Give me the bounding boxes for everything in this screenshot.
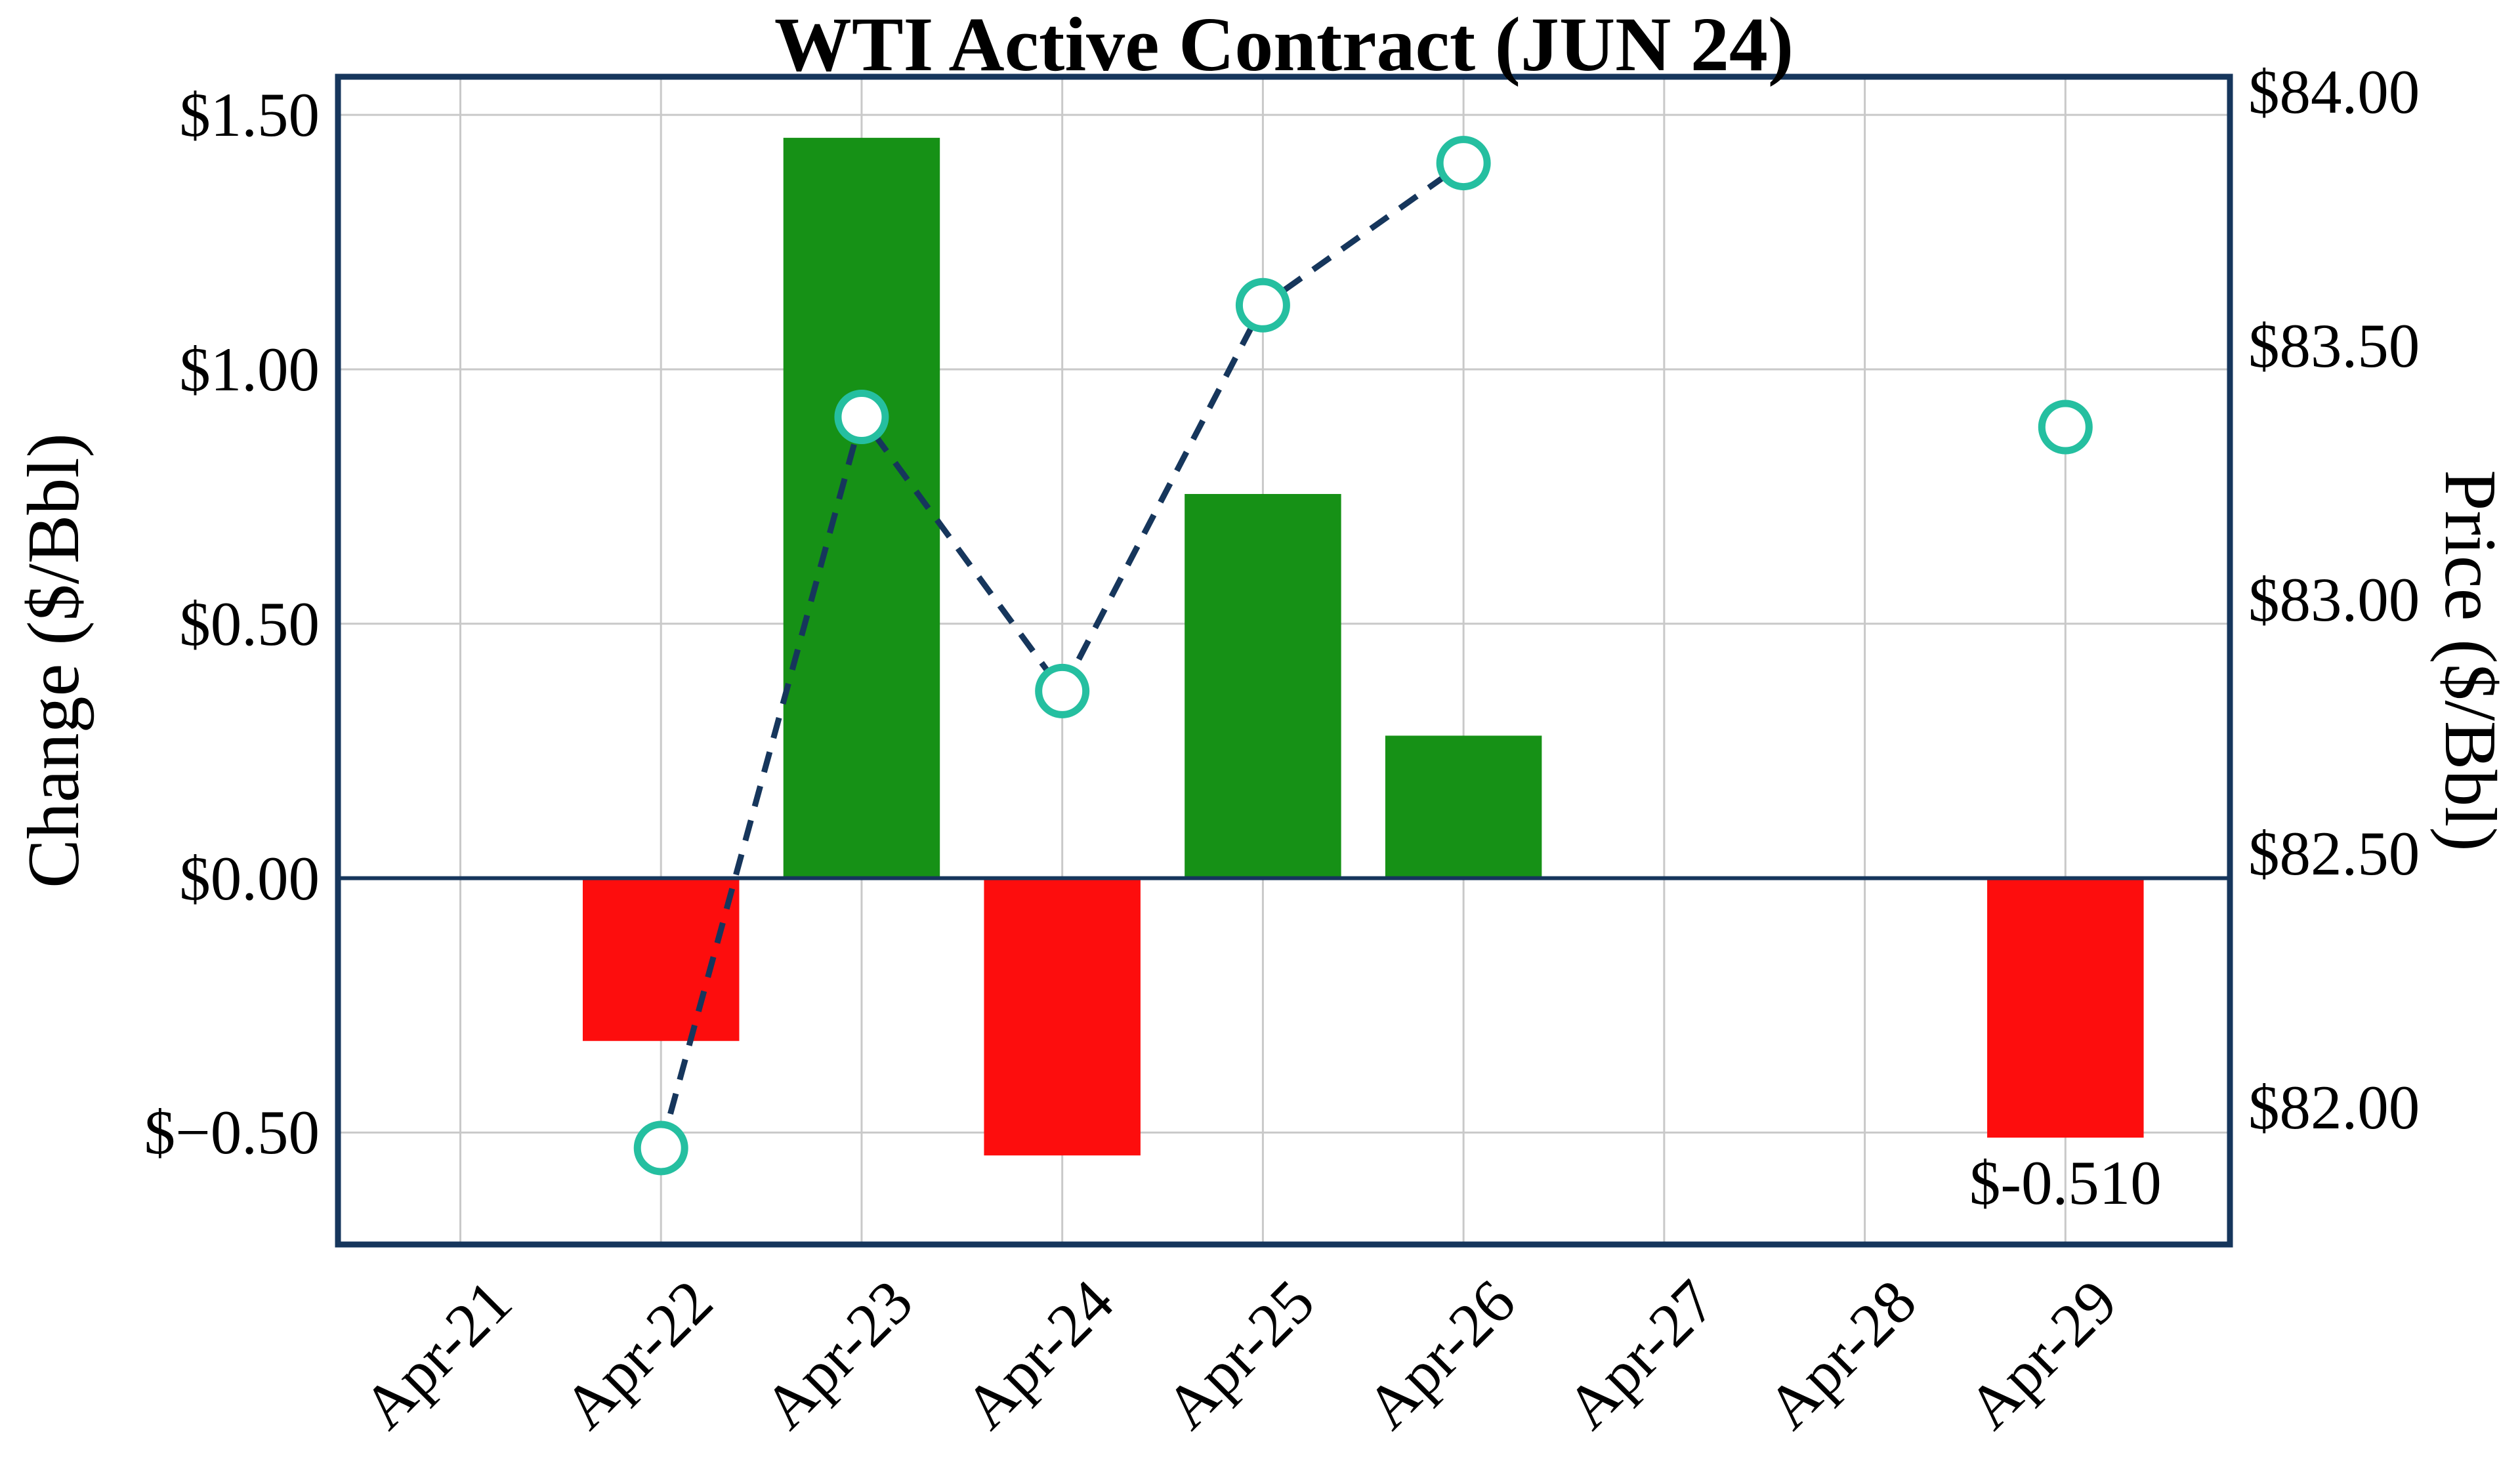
change-bar-Apr-29 — [1987, 878, 2144, 1138]
y-tick-left: $0.00 — [179, 843, 320, 913]
y-tick-left: $1.50 — [179, 80, 320, 150]
price-marker-Apr-22 — [633, 1120, 688, 1176]
price-marker-Apr-29 — [2038, 400, 2093, 455]
y-tick-left: $1.00 — [179, 334, 320, 404]
price-marker-Apr-23 — [834, 390, 889, 445]
y-tick-right: $83.50 — [2248, 311, 2420, 381]
price-marker-Apr-24 — [1035, 663, 1090, 718]
y-tick-right: $82.00 — [2248, 1073, 2420, 1143]
y-axis-label-right: Price ($/Bbl) — [2429, 470, 2511, 852]
y-tick-left: $−0.50 — [144, 1098, 320, 1168]
change-bar-Apr-24 — [984, 878, 1141, 1156]
y-tick-right: $83.00 — [2248, 565, 2420, 635]
price-marker-Apr-26 — [1436, 136, 1491, 191]
change-bar-Apr-23 — [783, 138, 940, 878]
bar-value-annotation: $-0.510 — [1969, 1148, 2162, 1218]
y-axis-label-left: Change ($/Bbl) — [13, 433, 94, 888]
y-tick-left: $0.50 — [179, 588, 320, 659]
plot-border — [335, 73, 2233, 1248]
price-line — [658, 160, 1465, 1149]
price-marker-Apr-25 — [1235, 278, 1290, 333]
change-bar-Apr-25 — [1185, 493, 1341, 878]
y-tick-right: $82.50 — [2248, 819, 2420, 889]
chart-title: WTI Active Contract (JUN 24) — [774, 1, 1794, 87]
y-tick-right: $84.00 — [2248, 57, 2420, 127]
change-bar-Apr-26 — [1385, 735, 1542, 878]
